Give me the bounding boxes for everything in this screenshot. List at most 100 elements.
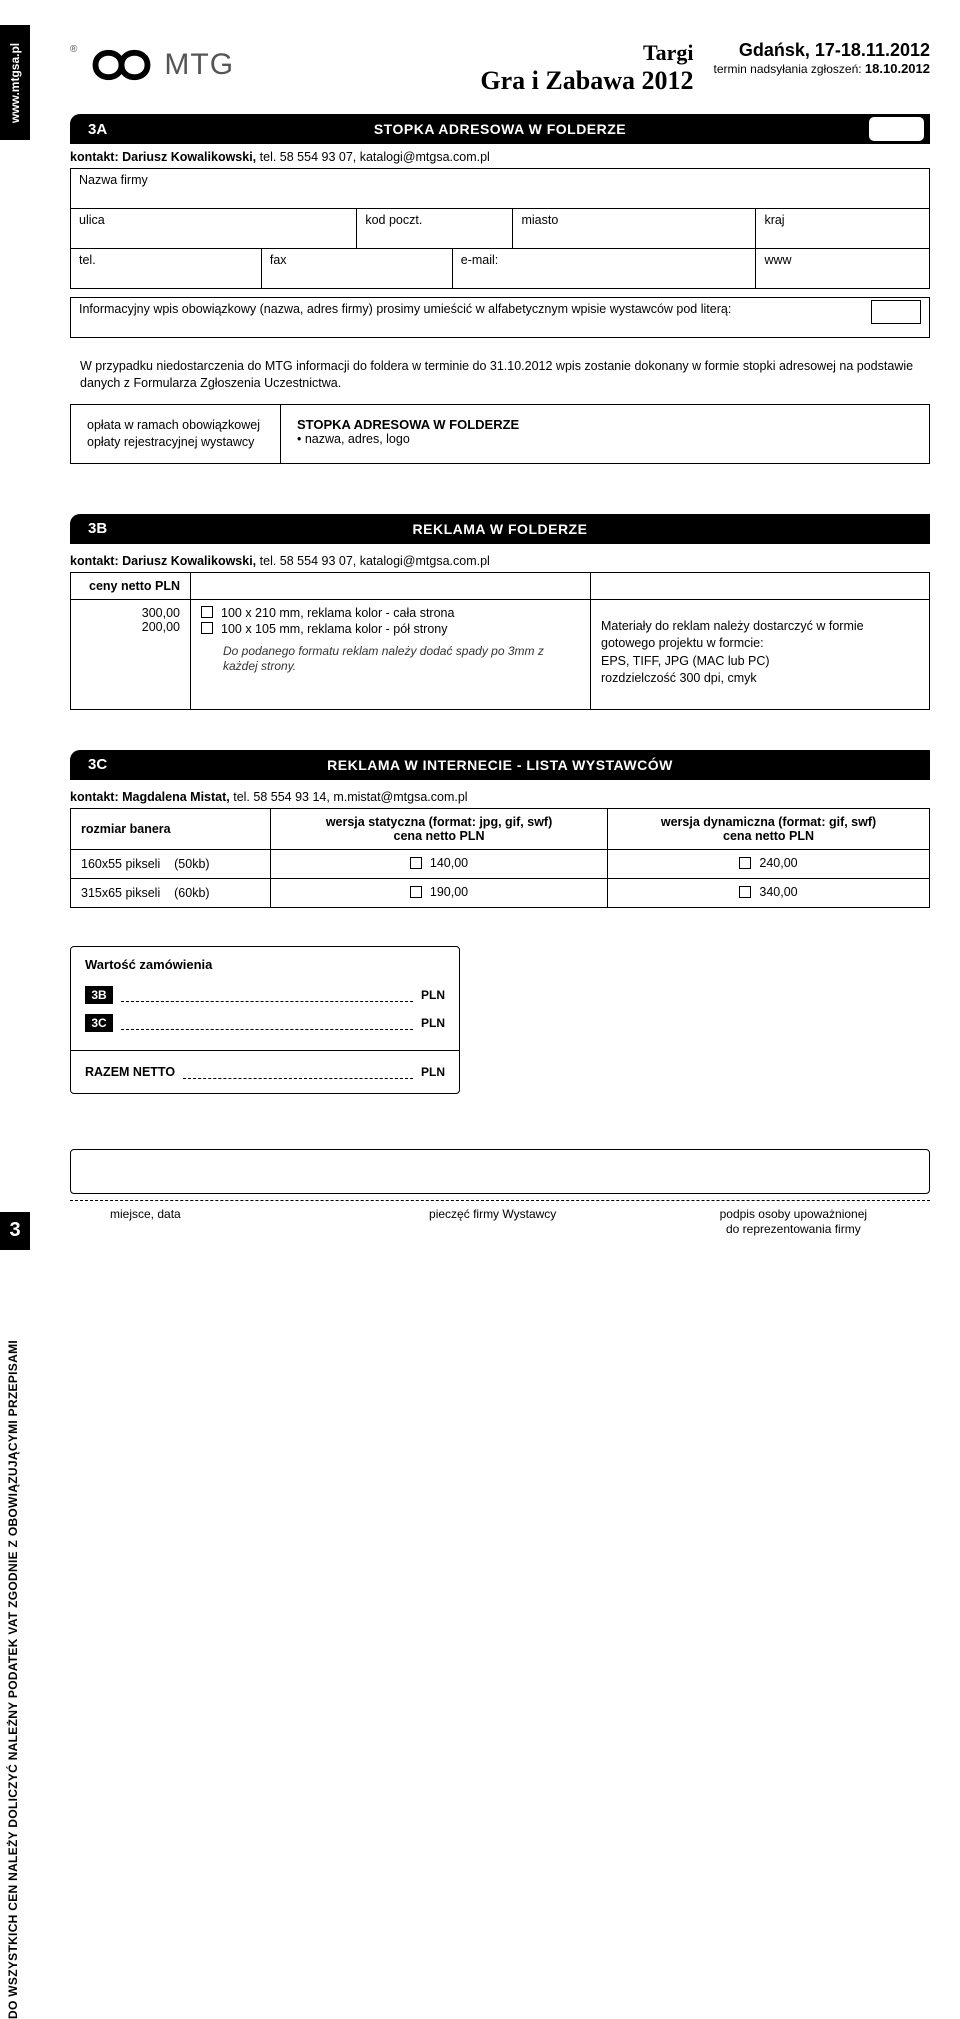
fee-grid: opłata w ramach obowiązkowej opłaty reje… xyxy=(70,404,930,464)
field-www[interactable]: www xyxy=(756,249,930,289)
option-full-page: 100 x 210 mm, reklama kolor - cała stron… xyxy=(221,606,454,620)
contact-3b-name: kontakt: Dariusz Kowalikowski, xyxy=(70,554,260,568)
section-3a-bar: 3A STOPKA ADRESOWA W FOLDERZE xyxy=(70,114,930,144)
order-total-label: RAZEM NETTO xyxy=(85,1065,175,1079)
order-summary-box: Wartość zamówienia 3B PLN 3C PLN RAZEM N… xyxy=(70,946,460,1094)
materials-text: Materiały do reklam należy dostarczyć w … xyxy=(601,606,919,688)
pg-head-desc xyxy=(191,572,591,599)
letter-input-box[interactable] xyxy=(871,300,921,324)
checkbox-dynamic-0[interactable] xyxy=(739,857,751,869)
price-300: 300,00 xyxy=(81,606,180,620)
pg-desc-cell: 100 x 210 mm, reklama kolor - cała stron… xyxy=(191,599,591,709)
contact-3c: kontakt: Magdalena Mistat, tel. 58 554 9… xyxy=(70,790,930,804)
order-tag-3b: 3B xyxy=(85,986,113,1004)
checkbox-dynamic-1[interactable] xyxy=(739,886,751,898)
bn-th-dynamic: wersja dynamiczna (format: gif, swf)cena… xyxy=(608,808,930,849)
field-postal[interactable]: kod poczt. xyxy=(357,209,513,249)
contact-3a: kontakt: Dariusz Kowalikowski, tel. 58 5… xyxy=(70,150,930,164)
bn-static-1: 190,00 xyxy=(271,878,608,907)
deadline-date: 18.10.2012 xyxy=(865,61,930,76)
bn-size-0: 160x55 pikseli (50kb) xyxy=(71,849,271,878)
contact-3c-name: kontakt: Magdalena Mistat, xyxy=(70,790,233,804)
bn-dynamic-0: 240,00 xyxy=(608,849,930,878)
banner-row-1: 315x65 pikseli (60kb) 190,00 340,00 xyxy=(71,878,930,907)
page-number-tab: 3 xyxy=(0,1212,30,1250)
order-cur-3b: PLN xyxy=(421,988,445,1002)
section-3a-code: 3A xyxy=(70,121,130,138)
field-city[interactable]: miasto xyxy=(513,209,756,249)
order-divider xyxy=(71,1050,459,1051)
footer-labels: miejsce, data pieczęć firmy Wystawcy pod… xyxy=(70,1207,930,1238)
vat-sidebar-text: DO WSZYSTKICH CEN NALEŻY DOLICZYĆ NALEŻN… xyxy=(6,1340,20,2019)
section-3c-bar: 3C REKLAMA W INTERNECIE - LISTA WYSTAWCÓ… xyxy=(70,750,930,780)
contact-3c-rest: tel. 58 554 93 14, m.mistat@mtgsa.com.pl xyxy=(233,790,467,804)
meta-block: Gdańsk, 17-18.11.2012 termin nadsyłania … xyxy=(714,40,931,76)
fee-left-cell: opłata w ramach obowiązkowej opłaty reje… xyxy=(71,404,281,463)
checkbox-full-page[interactable] xyxy=(201,606,213,618)
checkbox-half-page[interactable] xyxy=(201,622,213,634)
field-company[interactable]: Nazwa firmy xyxy=(71,169,930,209)
order-title: Wartość zamówienia xyxy=(85,957,445,972)
page-number: 3 xyxy=(9,1219,20,1242)
bn-th-static: wersja statyczna (format: jpg, gif, swf)… xyxy=(271,808,608,849)
order-cur-total: PLN xyxy=(421,1065,445,1079)
city-date: Gdańsk, 17-18.11.2012 xyxy=(714,40,931,61)
bn-size-1: 315x65 pikseli (60kb) xyxy=(71,878,271,907)
mtg-logo-icon xyxy=(89,40,154,90)
field-email[interactable]: e-mail: xyxy=(452,249,756,289)
section-3c-title: REKLAMA W INTERNECIE - LISTA WYSTAWCÓW xyxy=(130,757,930,773)
title-line1: Targi xyxy=(234,40,693,66)
field-street[interactable]: ulica xyxy=(71,209,357,249)
pg-head-prices: ceny netto PLN xyxy=(71,572,191,599)
logo-block: ® MTG xyxy=(70,40,234,90)
field-country[interactable]: kraj xyxy=(756,209,930,249)
order-line-total[interactable] xyxy=(183,1065,413,1079)
banner-row-0: 160x55 pikseli (50kb) 140,00 240,00 xyxy=(71,849,930,878)
footer-place-date: miejsce, data xyxy=(70,1207,329,1238)
deadline: termin nadsyłania zgłoszeń: 18.10.2012 xyxy=(714,61,931,76)
fee-right-title: STOPKA ADRESOWA W FOLDERZE xyxy=(297,417,913,432)
section-3a-badge xyxy=(869,117,924,141)
checkbox-static-1[interactable] xyxy=(410,886,422,898)
order-row-3b: 3B PLN xyxy=(85,986,445,1004)
order-row-3c: 3C PLN xyxy=(85,1014,445,1032)
note-3a: W przypadku niedostarczenia do MTG infor… xyxy=(80,358,920,392)
order-cur-3c: PLN xyxy=(421,1016,445,1030)
pg-materials-cell: Materiały do reklam należy dostarczyć w … xyxy=(591,599,930,709)
field-fax[interactable]: fax xyxy=(261,249,452,289)
title-line2: Gra i Zabawa 2012 xyxy=(234,66,693,96)
section-3b-code: 3B xyxy=(70,520,130,537)
section-3a-title: STOPKA ADRESOWA W FOLDERZE xyxy=(130,121,930,137)
contact-3b-rest: tel. 58 554 93 07, katalogi@mtgsa.com.pl xyxy=(260,554,490,568)
bn-th-size: rozmiar banera xyxy=(71,808,271,849)
signature-box[interactable] xyxy=(70,1149,930,1194)
footer-signature: podpis osoby upoważnionejdo reprezentowa… xyxy=(657,1207,930,1238)
order-line-3b[interactable] xyxy=(121,988,413,1002)
section-3b-title: REKLAMA W FOLDERZE xyxy=(130,521,930,537)
price-200: 200,00 xyxy=(81,620,180,634)
footer-dash-line xyxy=(70,1200,930,1201)
order-tag-3c: 3C xyxy=(85,1014,113,1032)
checkbox-static-0[interactable] xyxy=(410,857,422,869)
section-3b-bar: 3B REKLAMA W FOLDERZE xyxy=(70,514,930,544)
order-line-3c[interactable] xyxy=(121,1016,413,1030)
info-row-cell: Informacyjny wpis obowiązkowy (nazwa, ad… xyxy=(71,298,930,338)
header: ® MTG Targi Gra i Zabawa 2012 Gdańsk, 17… xyxy=(70,40,930,96)
title-block: Targi Gra i Zabawa 2012 xyxy=(234,40,713,96)
page: DO WSZYSTKICH CEN NALEŻY DOLICZYĆ NALEŻN… xyxy=(0,0,960,1268)
banner-grid: rozmiar banera wersja statyczna (format:… xyxy=(70,808,930,908)
fee-right-cell: STOPKA ADRESOWA W FOLDERZE • nazwa, adre… xyxy=(281,404,930,463)
logo-text: MTG xyxy=(164,48,234,82)
pg-head-materials xyxy=(591,572,930,599)
footer-stamp: pieczęć firmy Wystawcy xyxy=(329,1207,657,1238)
option-half-page: 100 x 105 mm, reklama kolor - pół strony xyxy=(221,622,447,636)
fee-right-bullet: • nazwa, adres, logo xyxy=(297,432,913,446)
field-tel[interactable]: tel. xyxy=(71,249,262,289)
pg-note-italic: Do podanego formatu reklam należy dodać … xyxy=(223,644,580,675)
contact-3a-name: kontakt: Dariusz Kowalikowski, xyxy=(70,150,260,164)
order-total-row: RAZEM NETTO PLN xyxy=(85,1065,445,1079)
bn-dynamic-1: 340,00 xyxy=(608,878,930,907)
bn-static-0: 140,00 xyxy=(271,849,608,878)
pg-prices-cell: 300,00 200,00 xyxy=(71,599,191,709)
info-row-grid: Informacyjny wpis obowiązkowy (nazwa, ad… xyxy=(70,297,930,338)
